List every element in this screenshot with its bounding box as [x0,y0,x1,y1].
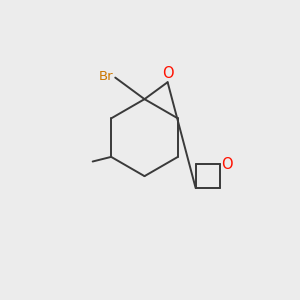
Text: O: O [162,66,173,81]
Text: O: O [221,157,233,172]
Text: Br: Br [98,70,113,83]
